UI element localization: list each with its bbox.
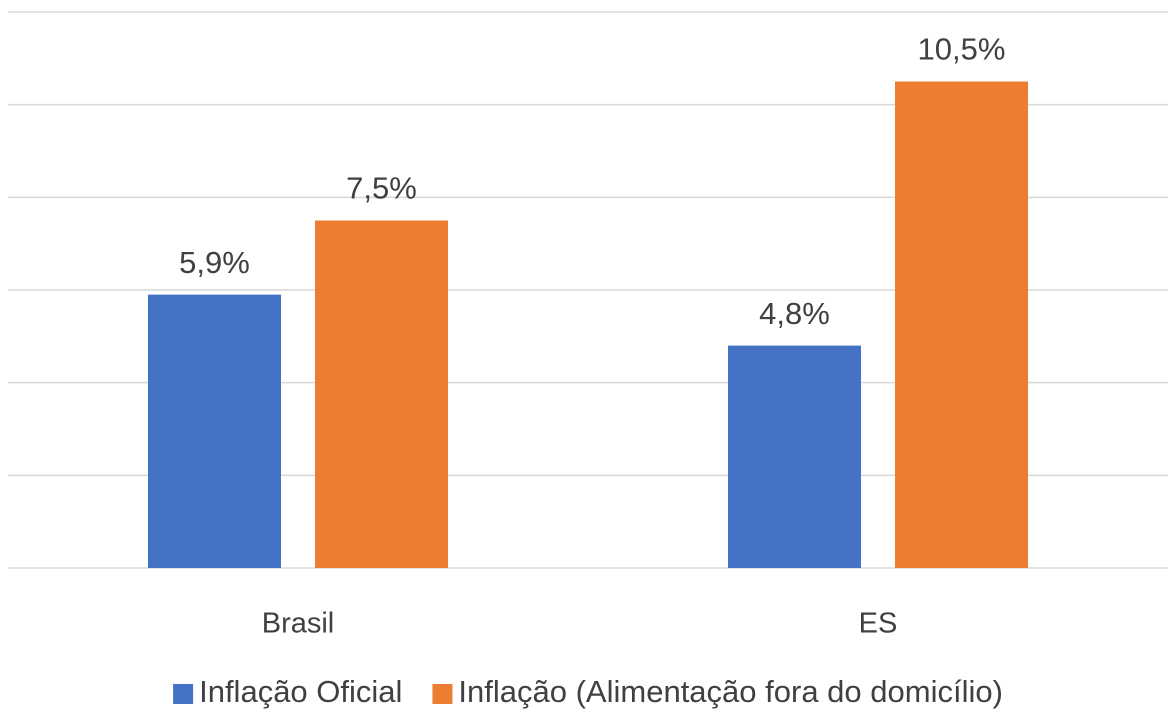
legend-label: Inflação Oficial — [199, 674, 402, 709]
x-tick-label: Brasil — [262, 608, 335, 640]
legend-label: Inflação (Alimentação fora do domicílio) — [458, 674, 1002, 709]
legend-swatch — [432, 684, 453, 704]
bar — [895, 81, 1028, 568]
bar — [315, 220, 448, 568]
data-label: 5,9% — [179, 245, 250, 280]
data-label: 4,8% — [759, 296, 830, 331]
data-label: 10,5% — [918, 32, 1006, 67]
bar — [148, 294, 281, 568]
legend-swatch — [173, 684, 194, 704]
bar — [728, 345, 861, 568]
data-label: 7,5% — [346, 171, 417, 206]
x-tick-label: ES — [859, 608, 898, 640]
